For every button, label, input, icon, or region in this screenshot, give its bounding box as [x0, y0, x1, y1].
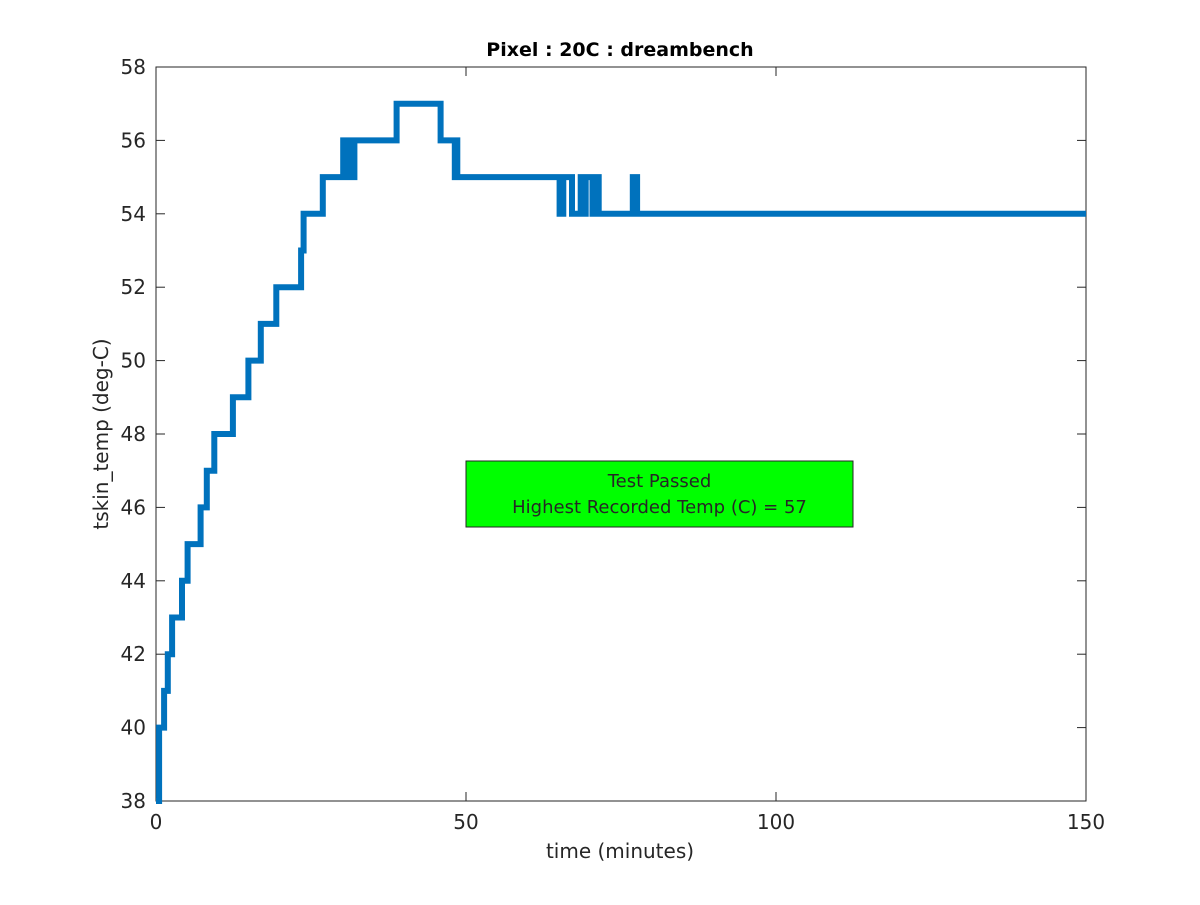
annotation-background — [465, 460, 854, 528]
y-tick-label: 50 — [121, 349, 146, 373]
x-tick-label: 100 — [757, 810, 795, 834]
y-tick-label: 46 — [121, 495, 146, 519]
y-tick-label: 56 — [121, 128, 146, 152]
y-tick-label: 54 — [121, 202, 146, 226]
x-tick-label: 50 — [453, 810, 478, 834]
x-tick-label: 150 — [1067, 810, 1105, 834]
y-tick-label: 48 — [121, 422, 146, 446]
y-tick-label: 44 — [121, 569, 146, 593]
x-axis-label: time (minutes) — [546, 839, 694, 863]
annotation-line-2: Highest Recorded Temp (C) = 57 — [512, 497, 807, 518]
y-tick-label: 52 — [121, 275, 146, 299]
annotation-line-1: Test Passed — [607, 471, 712, 492]
y-tick-label: 58 — [121, 55, 146, 79]
x-tick-label: 0 — [150, 810, 163, 834]
y-tick-label: 42 — [121, 642, 146, 666]
annotation-box: Test Passed Highest Recorded Temp (C) = … — [465, 460, 854, 528]
y-tick-label: 38 — [121, 789, 146, 813]
chart-title: Pixel : 20C : dreambench — [486, 39, 753, 61]
plot-area: 0 50 100 150 38 40 42 44 46 48 50 52 54 56 58 — [121, 55, 1106, 834]
y-tick-label: 40 — [121, 716, 146, 740]
series-line — [156, 100, 1086, 804]
y-axis-label: tskin_temp (deg-C) — [89, 338, 113, 529]
